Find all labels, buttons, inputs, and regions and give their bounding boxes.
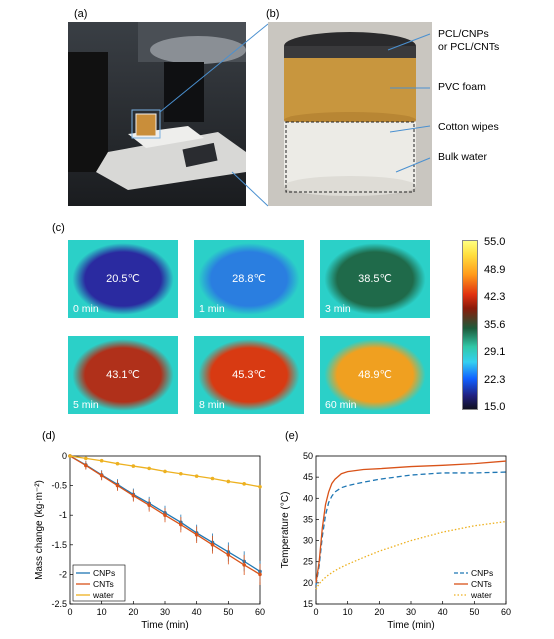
- x-tick-label: 50: [223, 607, 233, 617]
- temperature-colorbar: [462, 240, 478, 410]
- x-tick-label: 0: [313, 607, 318, 617]
- thermal-time-label: 5 min: [73, 399, 99, 411]
- legend-label: CNPs: [93, 568, 115, 578]
- thermal-temp-label: 45.3℃: [232, 369, 266, 381]
- x-tick-label: 40: [192, 607, 202, 617]
- x-axis-label: Time (min): [387, 620, 434, 631]
- legend-box: [451, 565, 503, 601]
- annotation-pcl-cnts: or PCL/CNTs: [438, 41, 500, 53]
- y-tick-label: 25: [303, 557, 313, 567]
- data-point-water: [210, 476, 215, 481]
- x-tick-label: 20: [374, 607, 384, 617]
- data-point-water: [115, 461, 120, 466]
- thermal-time-label: 3 min: [325, 303, 351, 315]
- panel-label-e: (e): [285, 430, 299, 442]
- thermal-time-label: 1 min: [199, 303, 225, 315]
- annotation-bulk-water: Bulk water: [438, 151, 488, 163]
- x-tick-label: 30: [406, 607, 416, 617]
- thermal-image: 45.3℃ 8 min: [194, 336, 304, 414]
- x-tick-label: 0: [67, 607, 72, 617]
- y-tick-label: -2.5: [51, 599, 67, 609]
- y-tick-label: 0: [62, 451, 67, 461]
- y-tick-label: 50: [303, 451, 313, 461]
- legend-label: water: [470, 590, 492, 600]
- y-tick-label: 20: [303, 578, 313, 588]
- colorbar-tick: 29.1: [484, 346, 506, 358]
- colorbar-tick: 22.3: [484, 373, 506, 386]
- thermal-time-label: 0 min: [73, 303, 99, 315]
- annotation-pvc-foam: PVC foam: [438, 81, 486, 93]
- legend-label: water: [92, 590, 114, 600]
- colorbar-tick: 15.0: [484, 401, 506, 413]
- x-tick-label: 50: [469, 607, 479, 617]
- data-point-water: [147, 466, 151, 471]
- data-point-water: [179, 471, 183, 476]
- thermal-temp-label: 38.5℃: [358, 273, 392, 285]
- data-point-water: [194, 474, 199, 478]
- data-point-water: [131, 464, 136, 468]
- y-tick-label: -1.5: [51, 540, 67, 550]
- panel-label-d: (d): [42, 430, 56, 442]
- legend-label: CNTs: [93, 579, 114, 589]
- x-tick-label: 10: [343, 607, 353, 617]
- panel-label-c: (c): [52, 222, 65, 234]
- data-point-water: [84, 456, 88, 461]
- data-point-water: [242, 482, 246, 486]
- x-tick-label: 30: [160, 607, 170, 617]
- y-tick-label: -1: [59, 510, 67, 520]
- thermal-image: 48.9℃ 60 min: [320, 336, 430, 414]
- colorbar-tick: 35.6: [484, 318, 506, 331]
- y-tick-label: -0.5: [51, 481, 67, 491]
- thermal-temp-label: 48.9℃: [358, 369, 392, 381]
- data-point-water: [226, 479, 231, 484]
- photo-evaporator-device: [268, 22, 432, 206]
- thermal-image: 38.5℃ 3 min: [320, 240, 430, 318]
- y-tick-label: 15: [303, 599, 313, 609]
- colorbar-tick: 42.3: [484, 291, 506, 303]
- x-tick-label: 10: [97, 607, 107, 617]
- mass-change-chart: 0 10 20 30 40 50 60 0 -0.5 -1 -1.5 -2 -2.5 Time (min)…: [34, 451, 265, 631]
- annotation-cotton-wipes: Cotton wipes: [438, 121, 499, 133]
- y-tick-label: 35: [303, 514, 313, 524]
- annotation-pcl-cnps: PCL/CNPs: [438, 28, 489, 40]
- thermal-temp-label: 28.8℃: [232, 273, 266, 285]
- colorbar-tick: 55.0: [484, 236, 506, 248]
- legend-label: CNTs: [471, 579, 492, 589]
- x-tick-label: 60: [501, 607, 511, 617]
- x-tick-label: 40: [438, 607, 448, 617]
- series-line-water: [315, 520, 507, 590]
- thermal-image: 43.1℃ 5 min: [68, 336, 178, 414]
- data-point-water: [258, 484, 262, 489]
- thermal-image: 20.5℃ 0 min: [68, 240, 178, 318]
- panel-label-a: (a): [74, 8, 88, 20]
- y-tick-label: 30: [303, 536, 313, 546]
- y-axis-label: Temperature (°C): [280, 492, 291, 569]
- thermal-temp-label: 43.1℃: [106, 369, 140, 381]
- y-tick-label: -2: [59, 569, 67, 579]
- y-tick-label: 45: [303, 472, 313, 482]
- colorbar-tick: 48.9: [484, 263, 506, 276]
- series-line-cnts: [315, 460, 507, 583]
- data-point-water: [99, 458, 104, 463]
- y-tick-label: 40: [303, 493, 313, 503]
- thermal-time-label: 8 min: [199, 399, 225, 411]
- data-point-water: [68, 454, 72, 458]
- y-axis-label: Mass change (kg·m⁻²): [34, 480, 45, 580]
- thermal-time-label: 60 min: [325, 399, 357, 411]
- series-line-cnps: [315, 471, 507, 586]
- x-tick-label: 20: [128, 607, 138, 617]
- panel-label-b: (b): [266, 8, 280, 20]
- data-point-water: [163, 469, 167, 474]
- x-tick-label: 60: [255, 607, 265, 617]
- legend-label: CNPs: [471, 568, 493, 578]
- thermal-image: 28.8℃ 1 min: [194, 240, 304, 318]
- temperature-chart: 0 10 20 30 40 50 60 15 20 25 30 35 40 45 50 Time (min) T…: [280, 451, 511, 631]
- x-axis-label: Time (min): [141, 620, 188, 631]
- thermal-temp-label: 20.5℃: [106, 273, 140, 285]
